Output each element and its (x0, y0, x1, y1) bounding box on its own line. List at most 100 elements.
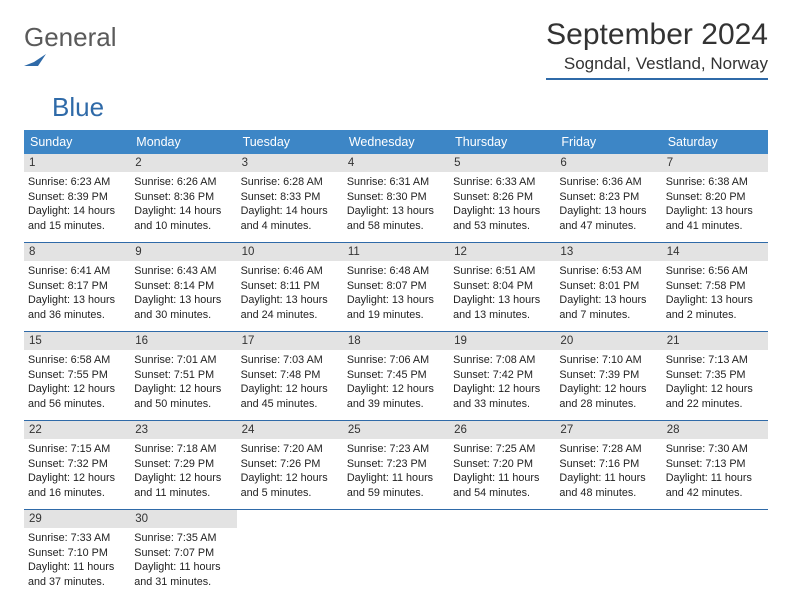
day-of-week-header: Wednesday (343, 130, 449, 154)
day-details: Sunrise: 6:43 AMSunset: 8:14 PMDaylight:… (134, 264, 232, 322)
day-details: Sunrise: 7:28 AMSunset: 7:16 PMDaylight:… (559, 442, 657, 500)
day-details: Sunrise: 6:23 AMSunset: 8:39 PMDaylight:… (28, 175, 126, 233)
day-number: 6 (555, 154, 661, 172)
calendar-day: 23 Sunrise: 7:18 AMSunset: 7:29 PMDayligh… (130, 421, 236, 509)
day-of-week-header: Sunday (24, 130, 130, 154)
calendar-day: 20 Sunrise: 7:10 AMSunset: 7:39 PMDayligh… (555, 332, 661, 420)
calendar-day: 8 Sunrise: 6:41 AMSunset: 8:17 PMDaylight… (24, 243, 130, 331)
logo: General Blue (24, 18, 117, 120)
days-of-week-row: SundayMondayTuesdayWednesdayThursdayFrid… (24, 130, 768, 154)
calendar-day: 14 Sunrise: 6:56 AMSunset: 7:58 PMDayligh… (662, 243, 768, 331)
day-of-week-header: Saturday (662, 130, 768, 154)
day-number: 9 (130, 243, 236, 261)
day-number: 10 (237, 243, 343, 261)
day-number: 23 (130, 421, 236, 439)
logo-text: General Blue (24, 24, 117, 120)
calendar-day: 5Sunrise: 6:33 AMSunset: 8:26 PMDaylight… (449, 154, 555, 242)
calendar-week: 22Sunrise: 7:15 AMSunset: 7:32 PMDayligh… (24, 421, 768, 510)
day-details: Sunrise: 7:33 AMSunset: 7:10 PMDaylight:… (28, 531, 126, 589)
calendar-day: 27 Sunrise: 7:28 AMSunset: 7:16 PMDayligh… (555, 421, 661, 509)
day-number: 27 (555, 421, 661, 439)
calendar-day: 6Sunrise: 6:36 AMSunset: 8:23 PMDaylight… (555, 154, 661, 242)
day-number: 25 (343, 421, 449, 439)
day-details: Sunrise: 7:01 AMSunset: 7:51 PMDaylight:… (134, 353, 232, 411)
calendar-day: 3Sunrise: 6:28 AMSunset: 8:33 PMDaylight… (237, 154, 343, 242)
calendar-day: 13 Sunrise: 6:53 AMSunset: 8:01 PMDayligh… (555, 243, 661, 331)
header: General Blue September 2024 Sogndal, Ves… (24, 18, 768, 120)
day-details: Sunrise: 7:13 AMSunset: 7:35 PMDaylight:… (666, 353, 764, 411)
calendar-week: 15 Sunrise: 6:58 AMSunset: 7:55 PMDayligh… (24, 332, 768, 421)
day-number: 15 (24, 332, 130, 350)
day-number: 24 (237, 421, 343, 439)
day-details: Sunrise: 7:35 AMSunset: 7:07 PMDaylight:… (134, 531, 232, 589)
calendar-day: 22Sunrise: 7:15 AMSunset: 7:32 PMDayligh… (24, 421, 130, 509)
day-details: Sunrise: 6:48 AMSunset: 8:07 PMDaylight:… (347, 264, 445, 322)
day-details: Sunrise: 6:28 AMSunset: 8:33 PMDaylight:… (241, 175, 339, 233)
day-number: 21 (662, 332, 768, 350)
calendar-day: 18 Sunrise: 7:06 AMSunset: 7:45 PMDayligh… (343, 332, 449, 420)
calendar-day: 30 Sunrise: 7:35 AMSunset: 7:07 PMDayligh… (130, 510, 236, 598)
day-number: 14 (662, 243, 768, 261)
logo-mark-icon (24, 50, 117, 68)
day-number: 26 (449, 421, 555, 439)
calendar-day: 26 Sunrise: 7:25 AMSunset: 7:20 PMDayligh… (449, 421, 555, 509)
calendar-week: 29 Sunrise: 7:33 AMSunset: 7:10 PMDayligh… (24, 510, 768, 598)
calendar-day: 11 Sunrise: 6:48 AMSunset: 8:07 PMDayligh… (343, 243, 449, 331)
day-of-week-header: Thursday (449, 130, 555, 154)
day-details: Sunrise: 6:26 AMSunset: 8:36 PMDaylight:… (134, 175, 232, 233)
calendar: SundayMondayTuesdayWednesdayThursdayFrid… (24, 130, 768, 598)
title-block: September 2024 Sogndal, Vestland, Norway (546, 18, 768, 80)
day-number: 13 (555, 243, 661, 261)
day-details: Sunrise: 6:53 AMSunset: 8:01 PMDaylight:… (559, 264, 657, 322)
logo-word1: General (24, 22, 117, 52)
day-details: Sunrise: 7:20 AMSunset: 7:26 PMDaylight:… (241, 442, 339, 500)
day-number: 29 (24, 510, 130, 528)
day-details: Sunrise: 6:46 AMSunset: 8:11 PMDaylight:… (241, 264, 339, 322)
calendar-day: 2Sunrise: 6:26 AMSunset: 8:36 PMDaylight… (130, 154, 236, 242)
calendar-day: 25 Sunrise: 7:23 AMSunset: 7:23 PMDayligh… (343, 421, 449, 509)
day-details: Sunrise: 6:56 AMSunset: 7:58 PMDaylight:… (666, 264, 764, 322)
calendar-day: 1 Sunrise: 6:23 AMSunset: 8:39 PMDaylight… (24, 154, 130, 242)
day-details: Sunrise: 7:25 AMSunset: 7:20 PMDaylight:… (453, 442, 551, 500)
calendar-day: 9 Sunrise: 6:43 AMSunset: 8:14 PMDaylight… (130, 243, 236, 331)
calendar-day: . (343, 510, 449, 598)
calendar-week: 8 Sunrise: 6:41 AMSunset: 8:17 PMDaylight… (24, 243, 768, 332)
day-number: 16 (130, 332, 236, 350)
day-details: Sunrise: 6:33 AMSunset: 8:26 PMDaylight:… (453, 175, 551, 233)
day-details: Sunrise: 7:10 AMSunset: 7:39 PMDaylight:… (559, 353, 657, 411)
day-of-week-header: Tuesday (237, 130, 343, 154)
day-details: Sunrise: 6:51 AMSunset: 8:04 PMDaylight:… (453, 264, 551, 322)
day-details: Sunrise: 6:31 AMSunset: 8:30 PMDaylight:… (347, 175, 445, 233)
day-of-week-header: Monday (130, 130, 236, 154)
calendar-day: . (662, 510, 768, 598)
day-number: 19 (449, 332, 555, 350)
day-details: Sunrise: 7:18 AMSunset: 7:29 PMDaylight:… (134, 442, 232, 500)
calendar-day: . (237, 510, 343, 598)
calendar-day: 10 Sunrise: 6:46 AMSunset: 8:11 PMDayligh… (237, 243, 343, 331)
day-details: Sunrise: 6:41 AMSunset: 8:17 PMDaylight:… (28, 264, 126, 322)
day-details: Sunrise: 7:06 AMSunset: 7:45 PMDaylight:… (347, 353, 445, 411)
calendar-day: 7Sunrise: 6:38 AMSunset: 8:20 PMDaylight… (662, 154, 768, 242)
day-details: Sunrise: 6:58 AMSunset: 7:55 PMDaylight:… (28, 353, 126, 411)
calendar-day: 16 Sunrise: 7:01 AMSunset: 7:51 PMDayligh… (130, 332, 236, 420)
day-number: 8 (24, 243, 130, 261)
calendar-day: 28Sunrise: 7:30 AMSunset: 7:13 PMDayligh… (662, 421, 768, 509)
calendar-day: 4Sunrise: 6:31 AMSunset: 8:30 PMDaylight… (343, 154, 449, 242)
location-label: Sogndal, Vestland, Norway (546, 54, 768, 80)
day-number: 18 (343, 332, 449, 350)
calendar-day: 24 Sunrise: 7:20 AMSunset: 7:26 PMDayligh… (237, 421, 343, 509)
calendar-week: 1 Sunrise: 6:23 AMSunset: 8:39 PMDaylight… (24, 154, 768, 243)
day-number: 30 (130, 510, 236, 528)
day-number: 20 (555, 332, 661, 350)
weeks-container: 1 Sunrise: 6:23 AMSunset: 8:39 PMDaylight… (24, 154, 768, 598)
day-details: Sunrise: 7:08 AMSunset: 7:42 PMDaylight:… (453, 353, 551, 411)
day-number: 1 (24, 154, 130, 172)
day-number: 11 (343, 243, 449, 261)
day-number: 17 (237, 332, 343, 350)
day-number: 28 (662, 421, 768, 439)
day-number: 22 (24, 421, 130, 439)
logo-word2: Blue (52, 92, 104, 122)
day-details: Sunrise: 7:23 AMSunset: 7:23 PMDaylight:… (347, 442, 445, 500)
day-details: Sunrise: 7:03 AMSunset: 7:48 PMDaylight:… (241, 353, 339, 411)
calendar-day: 12Sunrise: 6:51 AMSunset: 8:04 PMDayligh… (449, 243, 555, 331)
